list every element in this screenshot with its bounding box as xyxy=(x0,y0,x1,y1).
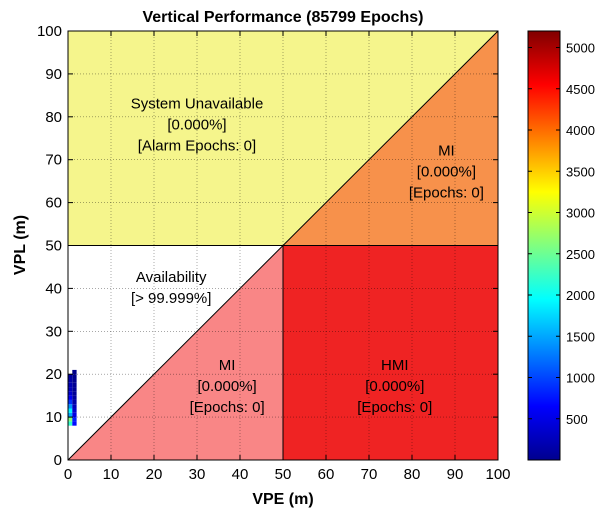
x-tick-label: 50 xyxy=(275,466,292,483)
y-tick-label: 10 xyxy=(45,409,62,426)
region-label-system-unavailable: System Unavailable xyxy=(131,95,264,112)
region-label-availability: Availability xyxy=(136,269,207,286)
density-cell xyxy=(72,369,77,375)
density-cell xyxy=(68,391,73,396)
x-tick-label: 70 xyxy=(361,466,378,483)
density-cell xyxy=(68,412,73,418)
density-cells xyxy=(68,369,77,426)
region-label-mi-lower: MI xyxy=(219,357,236,374)
chart-title: Vertical Performance (85799 Epochs) xyxy=(142,9,423,26)
density-cell xyxy=(68,408,73,413)
y-tick-label: 60 xyxy=(45,195,62,212)
x-tick-label: 60 xyxy=(318,466,335,483)
density-cell xyxy=(68,382,73,388)
region-label-hmi: HMI xyxy=(381,357,409,374)
x-tick-label: 0 xyxy=(64,466,72,483)
region-system-unavailable xyxy=(68,31,498,246)
region-label-availability: [> 99.999%] xyxy=(131,290,211,307)
density-cell xyxy=(72,412,77,418)
colorbar-tick-label: 3000 xyxy=(566,206,595,221)
density-cell xyxy=(68,417,73,422)
y-tick-label: 70 xyxy=(45,152,62,169)
x-tick-label: 90 xyxy=(447,466,464,483)
density-cell xyxy=(72,408,77,413)
y-tick-label: 30 xyxy=(45,323,62,340)
colorbar: 500 1000 1500 2000 2500 3000 3500 4000 4500 5000 xyxy=(527,30,595,461)
x-tick-label: 40 xyxy=(232,466,249,483)
colorbar-tick-label: 500 xyxy=(566,412,588,427)
region-boundaries xyxy=(67,30,499,461)
density-cell xyxy=(68,387,73,392)
y-tick-label: 100 xyxy=(37,23,62,40)
x-tick-label: 30 xyxy=(189,466,206,483)
region-label-system-unavailable: [0.000%] xyxy=(167,116,226,133)
region-label-mi-lower: [0.000%] xyxy=(197,378,256,395)
density-cell xyxy=(72,417,77,422)
density-cell xyxy=(72,374,77,379)
density-cell xyxy=(72,382,77,388)
density-cell xyxy=(68,374,73,379)
density-cell xyxy=(72,395,77,400)
y-tick-label: 40 xyxy=(45,280,62,297)
density-cell xyxy=(68,378,73,383)
x-axis-ticks: 0 10 20 30 40 50 60 70 80 90 100 xyxy=(64,31,511,483)
region-label-mi-lower: [Epochs: 0] xyxy=(190,399,265,416)
density-cell xyxy=(72,421,77,426)
x-tick-label: 100 xyxy=(485,466,510,483)
x-tick-label: 20 xyxy=(146,466,163,483)
density-cell xyxy=(68,421,73,426)
x-tick-label: 80 xyxy=(404,466,421,483)
region-label-mi-upper: [Epochs: 0] xyxy=(409,185,484,202)
density-cell xyxy=(72,404,77,409)
colorbar-tick-label: 5000 xyxy=(566,41,595,56)
x-tick-label: 10 xyxy=(103,466,120,483)
region-labels: System Unavailable [0.000%] [Alarm Epochs:… xyxy=(131,95,484,416)
colorbar-tick-label: 4500 xyxy=(566,82,595,97)
density-cell xyxy=(72,399,77,405)
colorbar-gradient xyxy=(527,30,561,461)
x-axis-label: VPE (m) xyxy=(252,491,313,508)
region-label-mi-upper: MI xyxy=(438,143,455,160)
density-cell xyxy=(68,395,73,400)
y-tick-label: 50 xyxy=(45,238,62,255)
colorbar-tick-label: 1000 xyxy=(566,371,595,386)
region-hmi xyxy=(283,245,498,460)
y-tick-label: 90 xyxy=(45,66,62,83)
y-axis-label: VPL (m) xyxy=(12,215,29,275)
colorbar-tick-label: 4000 xyxy=(566,123,595,138)
y-tick-label: 20 xyxy=(45,366,62,383)
density-cell xyxy=(68,404,73,409)
y-tick-label: 0 xyxy=(54,452,62,469)
density-cell xyxy=(72,387,77,392)
region-label-hmi: [0.000%] xyxy=(365,378,424,395)
density-cell xyxy=(72,391,77,396)
region-label-system-unavailable: [Alarm Epochs: 0] xyxy=(138,137,256,154)
colorbar-tick-label: 1500 xyxy=(566,329,595,344)
colorbar-tick-label: 2500 xyxy=(566,247,595,262)
y-axis-ticks: 0 10 20 30 40 50 60 70 80 90 100 xyxy=(37,23,498,469)
region-label-hmi: [Epochs: 0] xyxy=(357,399,432,416)
y-tick-label: 80 xyxy=(45,109,62,126)
density-cell xyxy=(68,399,73,405)
density-cell xyxy=(72,378,77,383)
colorbar-tick-label: 2000 xyxy=(566,288,595,303)
region-label-mi-upper: [0.000%] xyxy=(417,164,476,181)
colorbar-tick-label: 3500 xyxy=(566,164,595,179)
